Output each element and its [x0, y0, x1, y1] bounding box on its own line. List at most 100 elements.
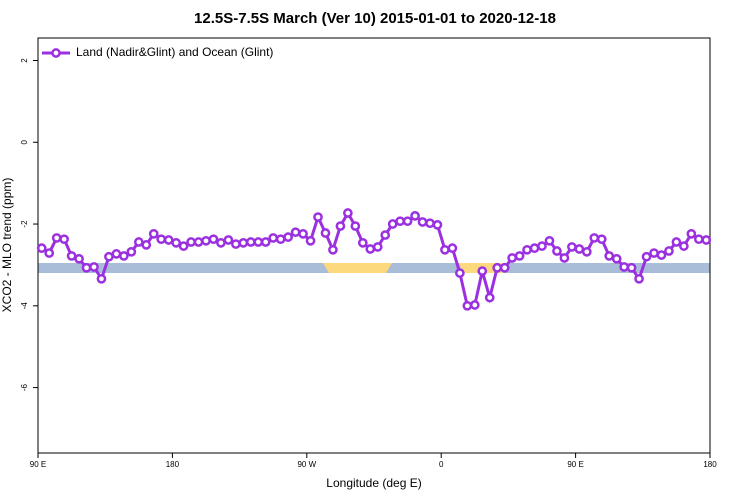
- x-axis-label: Longitude (deg E): [326, 476, 421, 490]
- data-point: [275, 234, 286, 245]
- data-point: [596, 234, 607, 245]
- data-point: [477, 266, 488, 276]
- data-point: [290, 227, 301, 238]
- data-point: [559, 253, 570, 263]
- data-point: [537, 241, 547, 251]
- data-point: [186, 237, 196, 247]
- data-point: [156, 234, 167, 245]
- data-point: [611, 253, 622, 264]
- data-point: [544, 235, 555, 246]
- x-tick-label: 90 E: [567, 460, 583, 469]
- data-point: [119, 251, 129, 261]
- data-point: [133, 237, 144, 247]
- data-point: [567, 242, 577, 252]
- data-point: [298, 228, 308, 239]
- data-point: [380, 230, 391, 240]
- y-axis-label: XCO2 - MLO trend (ppm): [0, 178, 14, 313]
- data-point: [522, 244, 532, 255]
- x-tick-label: 90 E: [30, 460, 46, 469]
- data-point: [111, 249, 122, 259]
- data-point: [208, 234, 219, 245]
- data-point: [268, 233, 279, 243]
- data-point: [671, 237, 682, 247]
- y-tick-label: 0: [20, 139, 29, 144]
- data-point: [365, 244, 376, 254]
- data-point: [81, 262, 92, 273]
- data-point: [581, 246, 592, 257]
- data-point: [36, 243, 47, 254]
- data-point: [59, 234, 69, 245]
- data-point: [328, 244, 338, 255]
- data-point: [320, 228, 331, 238]
- data-point: [455, 268, 465, 278]
- data-point: [492, 262, 503, 273]
- data-point: [634, 273, 644, 284]
- data-point: [104, 251, 114, 262]
- data-point: [253, 237, 264, 247]
- y-tick-label: -6: [20, 383, 29, 391]
- data-point: [619, 262, 629, 272]
- data-point: [417, 217, 428, 227]
- data-point: [66, 251, 77, 261]
- data-point: [201, 235, 211, 246]
- data-point: [589, 233, 600, 243]
- data-point: [514, 251, 525, 261]
- data-point: [171, 237, 181, 248]
- data-point: [410, 211, 420, 221]
- data-point: [686, 228, 697, 239]
- x-tick-label: 180: [703, 460, 717, 469]
- y-tick-label: -2: [20, 220, 29, 228]
- data-point: [664, 246, 674, 256]
- x-tick-label: 90 W: [297, 460, 316, 469]
- data-point: [141, 240, 152, 250]
- data-point: [343, 208, 353, 218]
- y-tick-label: 2: [20, 58, 29, 63]
- data-point: [574, 244, 585, 254]
- data-point: [425, 218, 435, 229]
- data-point: [372, 242, 383, 252]
- data-point: [656, 250, 667, 260]
- data-point: [216, 237, 226, 248]
- data-point: [163, 235, 174, 245]
- data-point: [335, 221, 346, 231]
- y-tick-label: -4: [20, 302, 29, 310]
- legend-marker: [51, 48, 61, 58]
- data-point: [552, 246, 562, 256]
- land-strip: [38, 263, 710, 273]
- data-point: [529, 243, 540, 254]
- data-point: [484, 292, 495, 303]
- data-point: [260, 237, 271, 247]
- data-point: [447, 243, 458, 254]
- data-point: [305, 235, 316, 246]
- data-point: [402, 216, 413, 227]
- data-point: [693, 234, 704, 245]
- data-point: [96, 273, 107, 284]
- data-point: [178, 241, 189, 251]
- data-point: [679, 241, 689, 251]
- data-point: [462, 300, 473, 311]
- data-point: [44, 248, 55, 258]
- data-point: [499, 262, 510, 273]
- data-point: [469, 300, 480, 310]
- data-point: [604, 251, 615, 261]
- data-point: [51, 233, 62, 243]
- data-point: [148, 228, 159, 239]
- data-point: [89, 262, 99, 272]
- data-point: [701, 235, 712, 245]
- land-patch: [323, 263, 392, 273]
- data-point: [507, 253, 517, 263]
- data-point: [350, 221, 361, 231]
- data-point: [223, 235, 234, 245]
- data-point: [649, 248, 659, 258]
- data-point: [313, 212, 323, 222]
- data-point: [231, 239, 241, 249]
- x-tick-label: 180: [166, 460, 180, 469]
- data-point: [238, 237, 249, 248]
- data-point: [387, 219, 398, 229]
- data-point: [74, 253, 84, 264]
- x-tick-label: 0: [439, 460, 444, 469]
- legend-label: Land (Nadir&Glint) and Ocean (Glint): [76, 45, 273, 59]
- data-point: [432, 220, 443, 230]
- data-point: [395, 216, 405, 227]
